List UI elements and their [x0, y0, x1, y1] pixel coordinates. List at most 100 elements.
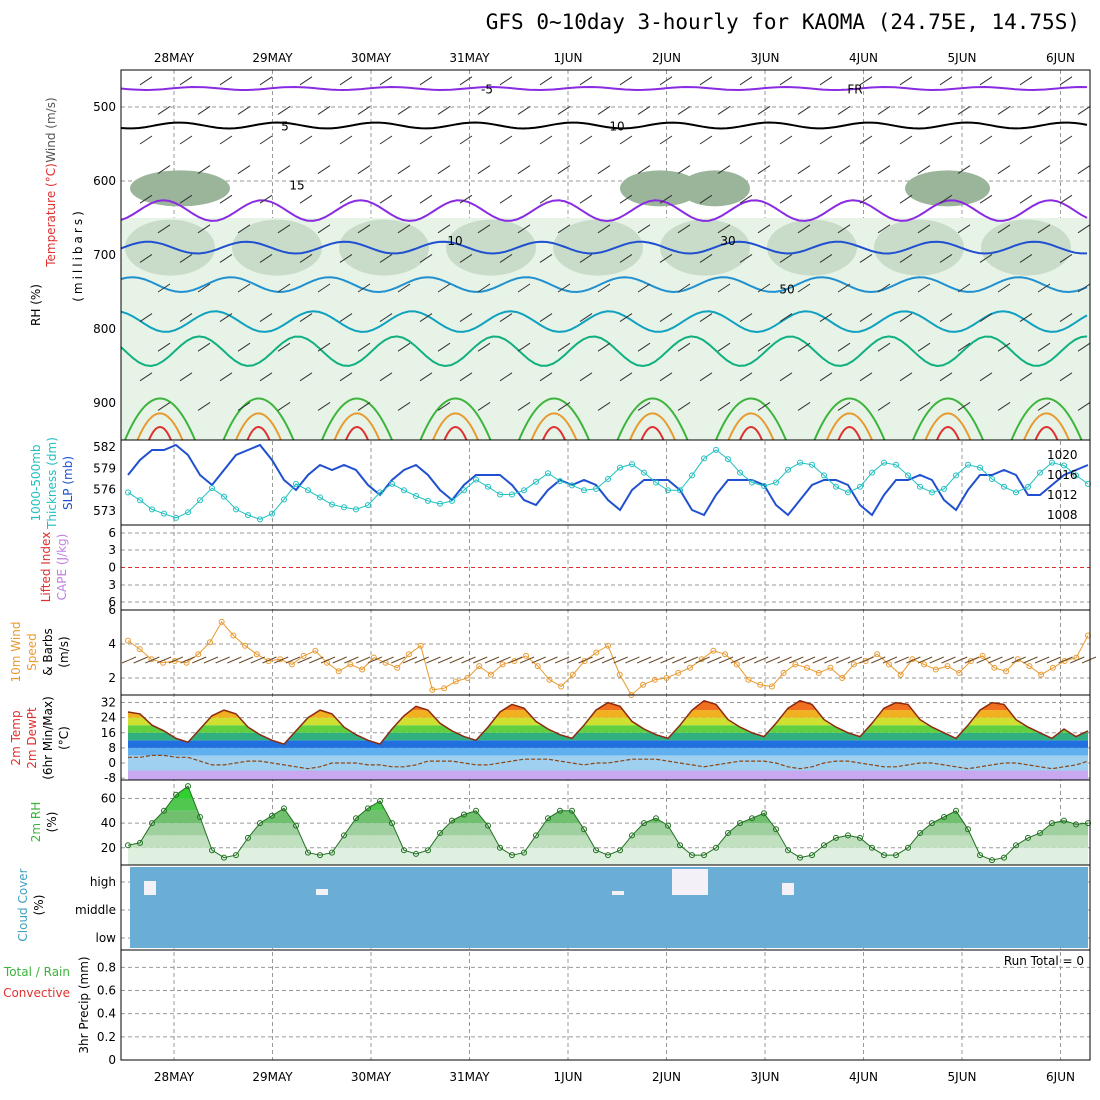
surface-wind-barb [121, 656, 137, 664]
wind-barb [699, 313, 713, 323]
rh-line-point [269, 812, 275, 819]
wind-barb [1037, 342, 1051, 352]
cloud-cover-fill [130, 867, 1088, 948]
thickness-line-point [317, 494, 323, 501]
wind-barb [259, 194, 273, 204]
wind-barb [517, 224, 531, 234]
wind-barb [357, 105, 371, 115]
wind-barb [619, 253, 633, 263]
surface-wind-barb [578, 656, 593, 664]
wind-barb [1019, 135, 1033, 145]
wind-barb [139, 372, 153, 382]
wind-barb [477, 401, 491, 411]
wind-barb [637, 342, 651, 352]
wind-barb [619, 135, 633, 145]
surface-wind-barb [894, 656, 909, 664]
thickness-line-point [329, 501, 335, 508]
precip-legend-total: Total / Rain [3, 965, 70, 979]
thickness-line-point [653, 479, 659, 486]
wind-barb [899, 313, 913, 323]
thickness-line-point [749, 479, 755, 486]
wind-barb [539, 194, 553, 204]
thickness-line-point [581, 487, 587, 494]
surface-wind-barb [753, 656, 769, 664]
wind-barb [1019, 372, 1033, 382]
surface-wind-barb [601, 656, 617, 664]
thickness-line-point [137, 497, 143, 504]
thickness-line-point [281, 496, 287, 503]
wind-speed-line-point [394, 664, 401, 671]
wind-barb [837, 401, 851, 411]
date-label-top: 5JUN [948, 51, 977, 65]
wind-barb [797, 224, 811, 234]
wind-speed-line-point [1038, 671, 1045, 678]
wind-barb [357, 283, 371, 293]
surface-wind-barb [355, 656, 371, 664]
thickness-line-point [185, 509, 191, 516]
wind-barb [197, 283, 211, 293]
precip-tick: 0 [108, 1053, 116, 1067]
contour-label: 10 [447, 234, 462, 248]
surface-wind-barb [1023, 656, 1038, 664]
wind-barb [819, 372, 833, 382]
wind-barb [397, 283, 411, 293]
wind-speed-line-point [288, 661, 295, 668]
rh-line-point [1025, 834, 1031, 841]
rh-line-point [533, 832, 539, 839]
wind-speed-line-point [733, 661, 740, 668]
surface-wind-barb [953, 656, 968, 664]
wind-barb [397, 105, 411, 115]
wind-barb [459, 313, 473, 323]
surface-wind-barb [683, 656, 699, 664]
slp-tick: 1008 [1047, 508, 1078, 522]
wind-barb [219, 372, 233, 382]
surface-wind-barb [999, 656, 1015, 664]
thickness-line-point [953, 472, 959, 479]
rh-line-point [977, 852, 983, 859]
wind-barb [717, 401, 731, 411]
data-marks [120, 76, 1097, 895]
wind-barb [637, 224, 651, 234]
wind-barb [277, 401, 291, 411]
wind-barb [397, 165, 411, 175]
thickness-line-point [797, 459, 803, 466]
li-tick: 3 [108, 578, 116, 592]
high-cloud-bar [782, 883, 794, 895]
rh-line-point [125, 842, 131, 849]
wind-barb [1059, 313, 1073, 323]
surface-wind-barb [707, 656, 722, 664]
thickness-line-point [809, 461, 815, 468]
wind-barb [939, 194, 953, 204]
panel-label: 1000-500mb [29, 444, 43, 521]
date-label-top: 3JUN [751, 51, 780, 65]
wind-barb [419, 135, 433, 145]
temp-tick: 32 [101, 696, 116, 710]
wind-barb [579, 76, 593, 86]
wind-barb [877, 283, 891, 293]
surface-wind-barb [742, 656, 757, 664]
wind-barb [557, 165, 571, 175]
li-tick: 3 [108, 543, 116, 557]
surface-wind-barb [660, 656, 675, 664]
wind-barb [717, 105, 731, 115]
wind-speed-line-point [405, 651, 412, 658]
panel-label: (m/s) [57, 636, 71, 667]
thickness-line-point [677, 487, 683, 494]
rh-line-point [509, 852, 515, 859]
wind-barb [299, 135, 313, 145]
wind-barb [739, 313, 753, 323]
wind-barb [179, 372, 193, 382]
run-total-label: Run Total = 0 [1004, 954, 1084, 968]
surface-wind-barb [262, 656, 277, 664]
precip-tick: 0.4 [97, 1007, 116, 1021]
rh-line-point [281, 805, 287, 812]
wind-speed-line-point [850, 661, 857, 668]
surface-wind-barb [929, 656, 945, 664]
rh-line-point [797, 854, 803, 861]
thickness-tick: 576 [93, 483, 116, 497]
surface-wind-barb [238, 656, 254, 664]
rh-shading [680, 170, 750, 207]
surface-wind-barb [543, 656, 558, 664]
wind-speed-line-point [1049, 664, 1056, 671]
wind-speed-line-point [312, 647, 319, 654]
